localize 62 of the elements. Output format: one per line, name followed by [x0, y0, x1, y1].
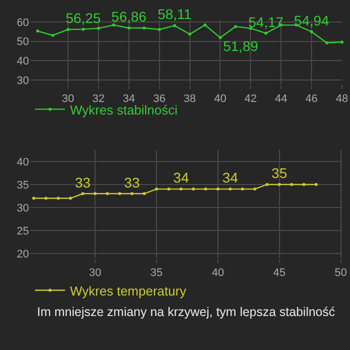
y-tick-label: 20	[16, 248, 29, 260]
point	[96, 26, 100, 30]
point	[228, 188, 232, 191]
data-label: 34	[222, 170, 238, 186]
data-label: 54,17	[248, 14, 284, 30]
y-tick-label: 35	[16, 179, 29, 192]
point	[218, 36, 222, 40]
x-tick-label: 30	[88, 267, 102, 280]
point	[264, 32, 268, 35]
point	[188, 32, 192, 36]
x-tick-label: 45	[273, 267, 286, 280]
x-tick-label: 50	[334, 267, 347, 280]
point	[82, 28, 85, 31]
point	[130, 192, 134, 196]
point	[314, 182, 318, 186]
point	[44, 196, 48, 200]
data-label: 51,89	[223, 38, 258, 54]
data-label: 34	[173, 170, 190, 186]
data-label: 33	[124, 174, 140, 190]
point	[234, 25, 237, 28]
x-tick-label: 42	[244, 93, 257, 106]
point	[36, 30, 40, 33]
y-tick-label: 30	[16, 74, 29, 87]
x-tick-label: 40	[214, 93, 226, 106]
point	[118, 192, 122, 196]
point	[32, 196, 36, 200]
x-tick-label: 35	[150, 267, 163, 280]
point	[106, 192, 109, 196]
x-tick-label: 40	[212, 267, 224, 280]
point	[340, 40, 344, 44]
point	[56, 196, 60, 200]
point	[167, 188, 170, 191]
y-tick-label: 40	[16, 56, 29, 68]
x-tick-label: 38	[184, 93, 196, 106]
data-label: 35	[272, 165, 288, 182]
data-label: 58,11	[158, 6, 192, 22]
point	[94, 192, 97, 196]
x-tick-label: 48	[336, 93, 348, 106]
x-tick-label: 46	[305, 93, 318, 106]
point	[142, 26, 146, 30]
y-tick-label: 25	[16, 225, 29, 238]
point	[51, 34, 54, 37]
point	[173, 24, 176, 28]
text: Im mniejsze zmiany na krzywej, tym lepsza stabilność	[37, 305, 336, 319]
point	[310, 30, 314, 34]
x-tick-label: 44	[274, 93, 288, 106]
point	[204, 188, 208, 191]
y-tick-label: 60	[16, 16, 29, 29]
point	[69, 196, 72, 200]
point	[81, 192, 84, 196]
point	[325, 41, 328, 44]
point	[142, 192, 146, 196]
y-tick-label: 50	[16, 36, 29, 48]
point	[253, 188, 256, 191]
data-label: 33	[75, 174, 91, 190]
data-label: 56,25	[66, 10, 101, 26]
data-label: 54,94	[294, 12, 330, 28]
y-tick-label: 40	[16, 156, 29, 168]
point	[112, 24, 116, 27]
data-label: 56,86	[111, 8, 147, 25]
legend-label: Wykres temperatury	[70, 283, 187, 298]
y-tick-label: 30	[16, 202, 29, 214]
